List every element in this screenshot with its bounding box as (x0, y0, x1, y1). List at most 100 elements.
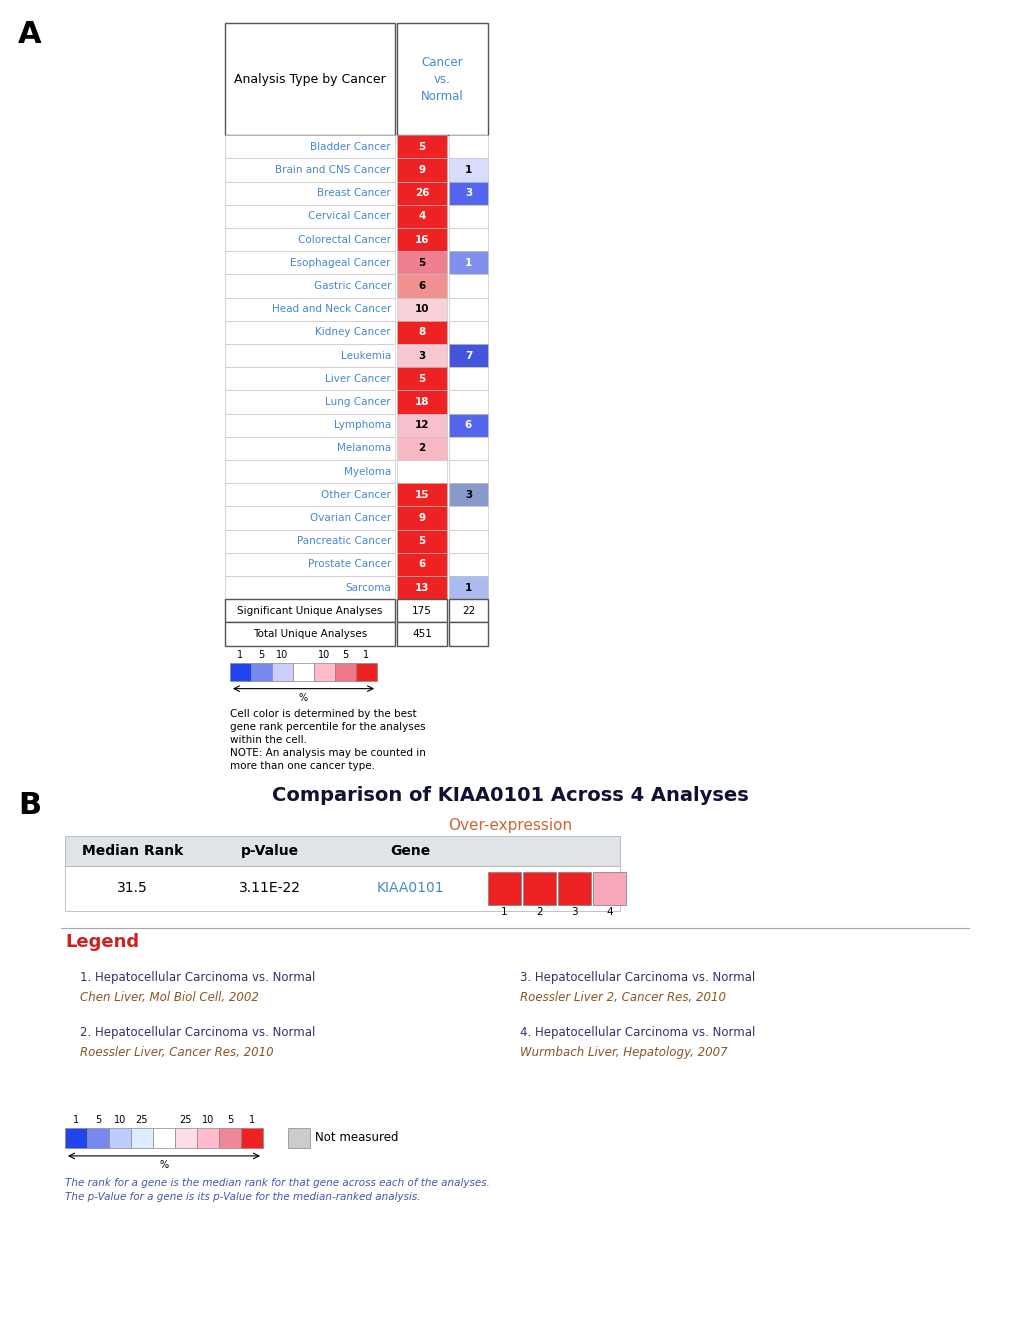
Text: 25: 25 (136, 1115, 148, 1124)
Text: Sarcoma: Sarcoma (344, 582, 390, 593)
Bar (197, 1128, 219, 1148)
Bar (448, 553, 487, 575)
Text: 4: 4 (605, 907, 612, 916)
Text: KIAA0101: KIAA0101 (376, 882, 443, 895)
Bar (225, 158, 394, 182)
Text: Breast Cancer: Breast Cancer (317, 188, 390, 198)
Text: Cancer
vs.
Normal: Cancer vs. Normal (421, 56, 464, 102)
Text: Cell color is determined by the best
gene rank percentile for the analyses
withi: Cell color is determined by the best gen… (229, 708, 426, 772)
Bar (396, 297, 446, 321)
Bar (448, 158, 487, 182)
Text: 5: 5 (418, 536, 425, 546)
Text: Gastric Cancer: Gastric Cancer (313, 281, 390, 290)
Text: 5: 5 (418, 142, 425, 151)
Text: 3.11E-22: 3.11E-22 (238, 882, 301, 895)
Bar (448, 204, 487, 228)
Bar (448, 274, 487, 297)
Bar (272, 663, 292, 680)
Bar (396, 158, 446, 182)
Text: %: % (159, 1160, 168, 1170)
Text: 9: 9 (418, 513, 425, 522)
Bar (229, 663, 251, 680)
Text: 15: 15 (415, 489, 429, 500)
Text: 10: 10 (415, 304, 429, 314)
Text: Roessler Liver, Cancer Res, 2010: Roessler Liver, Cancer Res, 2010 (79, 1046, 273, 1059)
Text: 10: 10 (114, 1115, 126, 1124)
Text: 5: 5 (342, 650, 348, 659)
Bar (251, 663, 272, 680)
Bar (87, 1128, 109, 1148)
Bar (225, 321, 394, 343)
Text: 1: 1 (363, 650, 369, 659)
Text: Lung Cancer: Lung Cancer (325, 396, 390, 407)
Bar (153, 1128, 175, 1148)
Bar (448, 436, 487, 460)
Bar (396, 135, 446, 158)
Text: Colorectal Cancer: Colorectal Cancer (298, 235, 390, 244)
Text: 25: 25 (179, 1115, 192, 1124)
Text: p-Value: p-Value (240, 843, 299, 858)
Bar (448, 622, 487, 646)
Text: 3: 3 (571, 907, 577, 916)
Bar (448, 297, 487, 321)
Bar (225, 274, 394, 297)
Text: Chen Liver, Mol Biol Cell, 2002: Chen Liver, Mol Biol Cell, 2002 (79, 991, 259, 1004)
Text: The rank for a gene is the median rank for that gene across each of the analyses: The rank for a gene is the median rank f… (65, 1177, 489, 1201)
Bar (225, 390, 394, 414)
Text: Myeloma: Myeloma (343, 467, 390, 476)
Text: Cervical Cancer: Cervical Cancer (308, 211, 390, 221)
Text: Leukemia: Leukemia (340, 350, 390, 361)
Bar (225, 599, 394, 622)
Text: Total Unique Analyses: Total Unique Analyses (253, 629, 367, 639)
Text: Significant Unique Analyses: Significant Unique Analyses (237, 606, 382, 615)
Text: 1. Hepatocellular Carcinoma vs. Normal: 1. Hepatocellular Carcinoma vs. Normal (79, 971, 315, 984)
Text: 10: 10 (276, 650, 288, 659)
Text: 9: 9 (418, 164, 425, 175)
Bar (448, 390, 487, 414)
Bar (448, 135, 487, 158)
Bar (356, 663, 377, 680)
Text: 12: 12 (415, 420, 429, 430)
Text: 3. Hepatocellular Carcinoma vs. Normal: 3. Hepatocellular Carcinoma vs. Normal (520, 971, 754, 984)
Bar (448, 507, 487, 529)
Text: Analysis Type by Cancer: Analysis Type by Cancer (234, 73, 385, 86)
Bar (396, 599, 446, 622)
Bar (448, 414, 487, 436)
Text: 18: 18 (415, 396, 429, 407)
Text: Roessler Liver 2, Cancer Res, 2010: Roessler Liver 2, Cancer Res, 2010 (520, 991, 726, 1004)
Text: 1: 1 (73, 1115, 79, 1124)
Bar (487, 871, 521, 904)
Text: 26: 26 (415, 188, 429, 198)
Bar (65, 835, 620, 866)
Text: 1: 1 (465, 164, 472, 175)
Bar (396, 182, 446, 204)
Text: 2: 2 (418, 443, 425, 453)
Bar (448, 343, 487, 367)
Text: Not measured: Not measured (315, 1131, 398, 1144)
Text: 2: 2 (536, 907, 542, 916)
Bar (396, 414, 446, 436)
Text: Brain and CNS Cancer: Brain and CNS Cancer (275, 164, 390, 175)
Bar (287, 1128, 310, 1148)
Text: Median Rank: Median Rank (82, 843, 183, 858)
Text: Esophageal Cancer: Esophageal Cancer (290, 257, 390, 268)
Text: Pancreatic Cancer: Pancreatic Cancer (297, 536, 390, 546)
Bar (130, 1128, 153, 1148)
Text: 4. Hepatocellular Carcinoma vs. Normal: 4. Hepatocellular Carcinoma vs. Normal (520, 1026, 755, 1038)
Text: 8: 8 (418, 328, 425, 337)
Bar (225, 553, 394, 575)
Bar (225, 507, 394, 529)
Bar (225, 204, 394, 228)
Bar (448, 575, 487, 599)
Bar (225, 414, 394, 436)
Bar (109, 1128, 130, 1148)
Bar (396, 321, 446, 343)
Text: 6: 6 (465, 420, 472, 430)
Bar (240, 1128, 263, 1148)
Text: 16: 16 (415, 235, 429, 244)
Bar (448, 599, 487, 622)
Bar (448, 182, 487, 204)
Bar (396, 436, 446, 460)
Bar (448, 251, 487, 274)
Bar (557, 871, 590, 904)
